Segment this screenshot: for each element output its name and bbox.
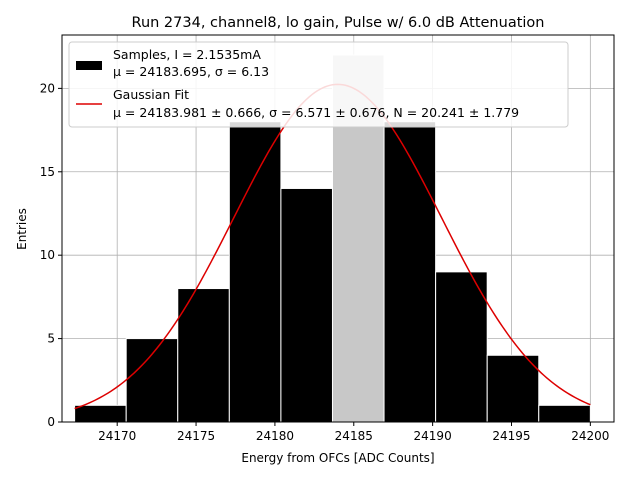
x-tick-label: 24190 [414, 429, 452, 443]
x-tick-label: 24195 [492, 429, 530, 443]
x-tick-label: 24180 [256, 429, 294, 443]
y-tick-label: 0 [47, 415, 55, 429]
x-tick-label: 24200 [571, 429, 609, 443]
y-tick-label: 5 [47, 332, 55, 346]
y-tick-label: 20 [40, 81, 55, 95]
histogram-bar [486, 354, 540, 423]
x-axis-label: Energy from OFCs [ADC Counts] [241, 451, 434, 465]
legend-samples-line2: μ = 24183.695, σ = 6.13 [113, 64, 269, 79]
histogram-bar [74, 404, 127, 423]
legend-fit-line1: Gaussian Fit [113, 87, 189, 102]
histogram-bar [228, 121, 282, 423]
legend: Samples, I = 2.1535mA μ = 24183.695, σ =… [68, 41, 569, 128]
x-tick-label: 24175 [177, 429, 215, 443]
histogram-bar [125, 338, 179, 423]
axes-frame [61, 34, 615, 423]
histogram-bar [383, 121, 437, 423]
legend-samples-swatch [76, 61, 102, 70]
legend-fit-line2: μ = 24183.981 ± 0.666, σ = 6.571 ± 0.676… [113, 105, 519, 120]
histogram-bar [435, 271, 488, 423]
legend-frame [68, 41, 569, 128]
y-tick-label: 10 [40, 248, 55, 262]
x-tick-label: 24170 [98, 429, 136, 443]
y-tick-label: 15 [40, 165, 55, 179]
histogram-bar [280, 187, 333, 423]
x-tick-label: 24185 [335, 429, 373, 443]
legend-samples-line1: Samples, I = 2.1535mA [113, 47, 261, 62]
plot-area: 24170 24175 24180 24185 24190 24195 24200 0 5 10 1… [40, 34, 615, 443]
chart-title: Run 2734, channel8, lo gain, Pulse w/ 6.… [132, 15, 545, 31]
y-axis-label: Entries [15, 208, 29, 250]
histogram-bar [538, 404, 591, 423]
